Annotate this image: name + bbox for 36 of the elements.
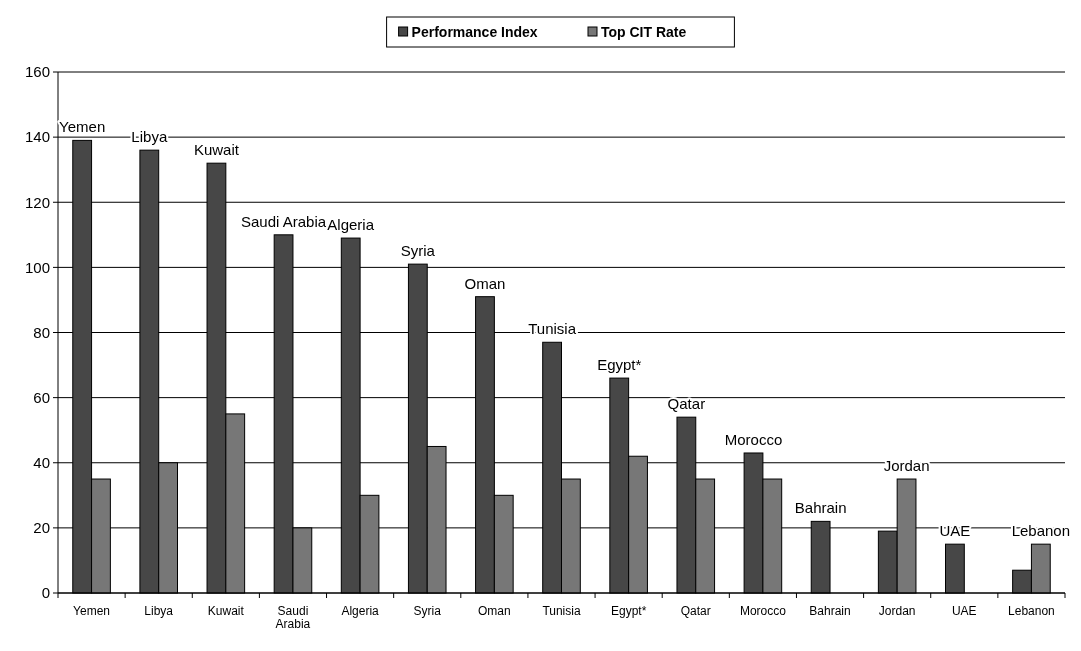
x-tick-label: Bahrain <box>809 604 851 618</box>
y-tick-label: 100 <box>24 258 50 276</box>
annotation: Egypt* <box>597 356 642 374</box>
y-tick-label: 80 <box>33 323 50 341</box>
x-tick-label: Lebanon <box>1008 604 1055 618</box>
x-tick-label: Oman <box>478 604 511 618</box>
annotation: Kuwait <box>193 141 240 159</box>
x-tick-label: Yemen <box>73 604 111 618</box>
annotation: Bahrain <box>794 499 847 517</box>
y-tick-label: 0 <box>41 584 50 602</box>
legend-label: Performance Index <box>411 23 538 40</box>
x-tick-label: Syria <box>413 604 442 618</box>
annotation: Yemen <box>59 118 106 136</box>
annotation: Oman <box>464 274 506 292</box>
x-tick-label: Morocco <box>739 604 787 618</box>
annotation: Qatar <box>667 395 706 413</box>
annotation: Morocco <box>724 430 783 448</box>
x-tick-label: Tunisia <box>542 604 581 618</box>
x-tick-label: Qatar <box>680 604 711 618</box>
x-tick-label: Egypt* <box>610 604 647 618</box>
legend-label: Top CIT Rate <box>601 23 687 40</box>
x-tick-label: Libya <box>144 604 174 618</box>
y-tick-label: 60 <box>33 388 50 406</box>
x-tick-label: Algeria <box>341 604 380 618</box>
y-tick-label: 20 <box>33 519 50 537</box>
x-tick-label: Saudi Arabia <box>275 604 311 631</box>
x-tick-label: UAE <box>951 604 977 618</box>
annotation: Algeria <box>327 216 375 234</box>
y-tick-label: 140 <box>24 128 50 146</box>
annotation: Saudi Arabia <box>241 212 327 230</box>
y-tick-label: 160 <box>24 63 50 81</box>
annotation: Syria <box>400 242 436 260</box>
x-tick-label: Jordan <box>878 604 916 618</box>
y-tick-label: 40 <box>33 454 50 471</box>
y-tick-label: 120 <box>24 193 50 211</box>
x-tick-label: Kuwait <box>207 604 245 618</box>
